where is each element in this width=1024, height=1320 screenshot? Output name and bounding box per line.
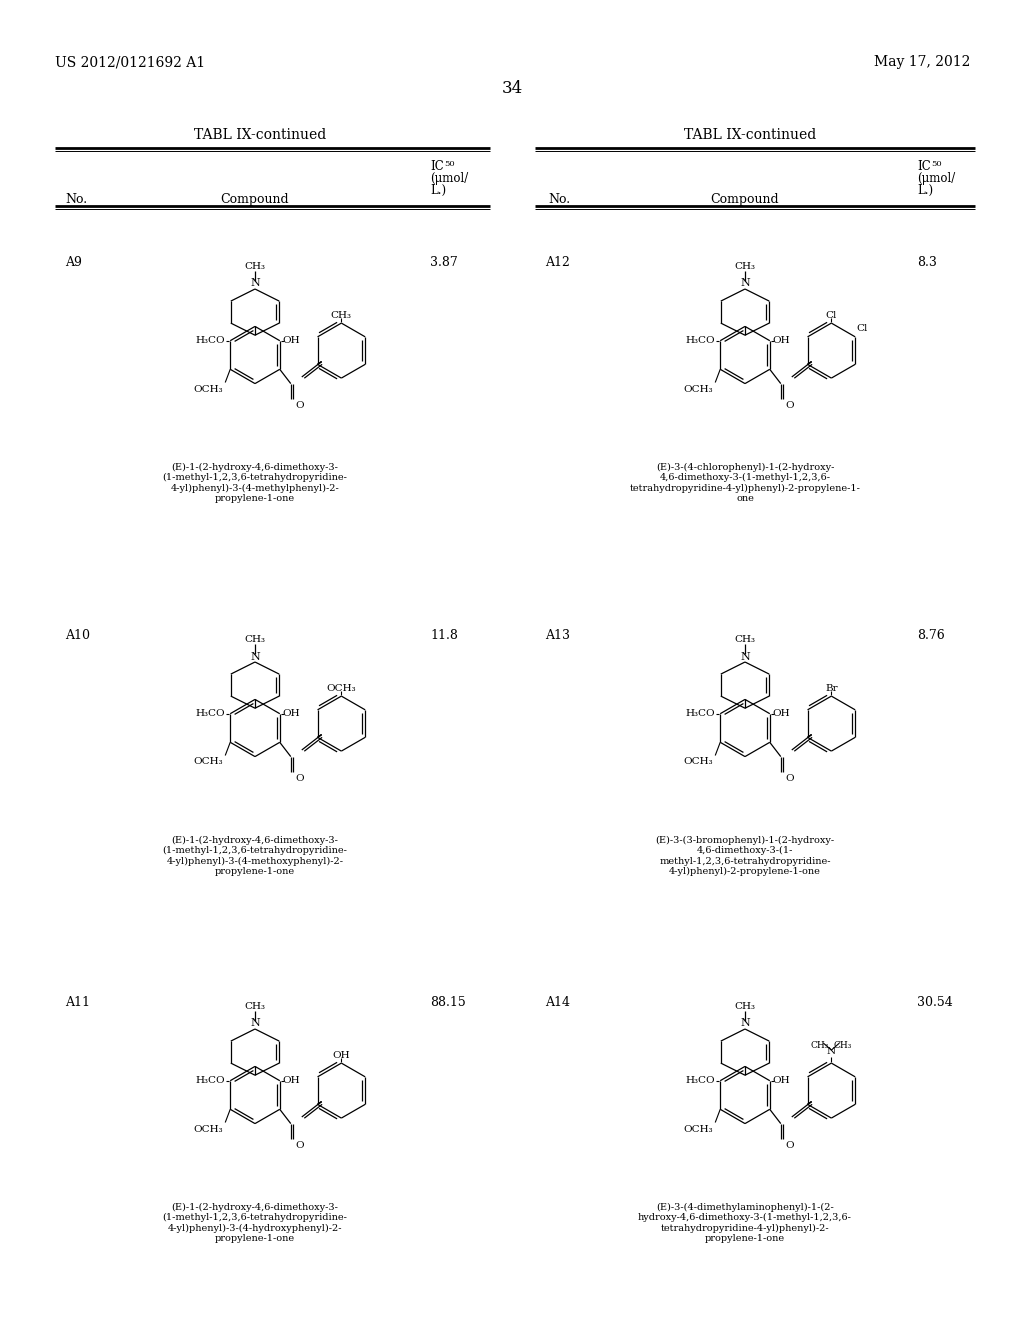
Text: O: O (296, 774, 304, 783)
Text: CH₃: CH₃ (331, 312, 352, 321)
Text: (E)-3-(3-bromophenyl)-1-(2-hydroxy-
4,6-dimethoxy-3-(1-
methyl-1,2,3,6-tetrahydr: (E)-3-(3-bromophenyl)-1-(2-hydroxy- 4,6-… (655, 836, 835, 876)
Text: CH₃: CH₃ (245, 635, 265, 644)
Text: Compound: Compound (221, 193, 290, 206)
Text: OH: OH (333, 1051, 350, 1060)
Text: L.): L.) (430, 183, 446, 197)
Text: OCH₃: OCH₃ (327, 684, 356, 693)
Text: OH: OH (773, 337, 791, 346)
Text: CH₃: CH₃ (811, 1040, 829, 1049)
Text: TABL IX-continued: TABL IX-continued (194, 128, 326, 143)
Text: (E)-3-(4-chlorophenyl)-1-(2-hydroxy-
4,6-dimethoxy-3-(1-methyl-1,2,3,6-
tetrahyd: (E)-3-(4-chlorophenyl)-1-(2-hydroxy- 4,6… (630, 463, 860, 503)
Text: 3.87: 3.87 (430, 256, 458, 269)
Text: No.: No. (65, 193, 87, 206)
Text: A13: A13 (545, 630, 570, 643)
Text: N: N (250, 652, 260, 661)
Text: (μmol/: (μmol/ (430, 172, 468, 185)
Text: H₃CO: H₃CO (196, 709, 225, 718)
Text: No.: No. (548, 193, 570, 206)
Text: 8.76: 8.76 (918, 630, 945, 643)
Text: (E)-3-(4-dimethylaminophenyl)-1-(2-
hydroxy-4,6-dimethoxy-3-(1-methyl-1,2,3,6-
t: (E)-3-(4-dimethylaminophenyl)-1-(2- hydr… (638, 1203, 852, 1243)
Text: N: N (740, 652, 750, 661)
Text: 30.54: 30.54 (918, 997, 952, 1010)
Text: A12: A12 (545, 256, 570, 269)
Text: 8.3: 8.3 (918, 256, 937, 269)
Text: OCH₃: OCH₃ (684, 384, 714, 393)
Text: (E)-1-(2-hydroxy-4,6-dimethoxy-3-
(1-methyl-1,2,3,6-tetrahydropyridine-
4-yl)phe: (E)-1-(2-hydroxy-4,6-dimethoxy-3- (1-met… (163, 836, 347, 876)
Text: H₃CO: H₃CO (686, 337, 715, 346)
Text: O: O (785, 401, 795, 411)
Text: OH: OH (773, 709, 791, 718)
Text: H₃CO: H₃CO (686, 1076, 715, 1085)
Text: H₃CO: H₃CO (686, 709, 715, 718)
Text: 50: 50 (931, 160, 942, 168)
Text: N: N (740, 279, 750, 289)
Text: 88.15: 88.15 (430, 997, 466, 1010)
Text: N: N (250, 279, 260, 289)
Text: 11.8: 11.8 (430, 630, 458, 643)
Text: CH₃: CH₃ (734, 635, 756, 644)
Text: CH₃: CH₃ (734, 1002, 756, 1011)
Text: O: O (785, 1140, 795, 1150)
Text: N: N (826, 1047, 836, 1056)
Text: A14: A14 (545, 997, 570, 1010)
Text: A9: A9 (65, 256, 82, 269)
Text: TABL IX-continued: TABL IX-continued (684, 128, 816, 143)
Text: N: N (250, 1019, 260, 1028)
Text: OH: OH (283, 337, 300, 346)
Text: OCH₃: OCH₃ (684, 758, 714, 767)
Text: CH₃: CH₃ (245, 263, 265, 272)
Text: IC: IC (430, 160, 443, 173)
Text: OH: OH (283, 1076, 300, 1085)
Text: (μmol/: (μmol/ (918, 172, 955, 185)
Text: OCH₃: OCH₃ (194, 1125, 223, 1134)
Text: O: O (785, 774, 795, 783)
Text: 50: 50 (444, 160, 455, 168)
Text: CH₃: CH₃ (834, 1040, 852, 1049)
Text: US 2012/0121692 A1: US 2012/0121692 A1 (55, 55, 205, 69)
Text: OCH₃: OCH₃ (194, 758, 223, 767)
Text: O: O (296, 401, 304, 411)
Text: H₃CO: H₃CO (196, 337, 225, 346)
Text: O: O (296, 1140, 304, 1150)
Text: Cl: Cl (856, 325, 867, 333)
Text: 34: 34 (502, 81, 522, 96)
Text: OCH₃: OCH₃ (194, 384, 223, 393)
Text: Cl: Cl (825, 312, 837, 321)
Text: Compound: Compound (711, 193, 779, 206)
Text: OH: OH (283, 709, 300, 718)
Text: May 17, 2012: May 17, 2012 (873, 55, 970, 69)
Text: L.): L.) (918, 183, 933, 197)
Text: CH₃: CH₃ (245, 1002, 265, 1011)
Text: OCH₃: OCH₃ (684, 1125, 714, 1134)
Text: A10: A10 (65, 630, 90, 643)
Text: IC: IC (918, 160, 931, 173)
Text: CH₃: CH₃ (734, 263, 756, 272)
Text: (E)-1-(2-hydroxy-4,6-dimethoxy-3-
(1-methyl-1,2,3,6-tetrahydropyridine-
4-yl)phe: (E)-1-(2-hydroxy-4,6-dimethoxy-3- (1-met… (163, 463, 347, 503)
Text: A11: A11 (65, 997, 90, 1010)
Text: (E)-1-(2-hydroxy-4,6-dimethoxy-3-
(1-methyl-1,2,3,6-tetrahydropyridine-
4-yl)phe: (E)-1-(2-hydroxy-4,6-dimethoxy-3- (1-met… (163, 1203, 347, 1243)
Text: Br: Br (825, 684, 838, 693)
Text: OH: OH (773, 1076, 791, 1085)
Text: N: N (740, 1019, 750, 1028)
Text: H₃CO: H₃CO (196, 1076, 225, 1085)
